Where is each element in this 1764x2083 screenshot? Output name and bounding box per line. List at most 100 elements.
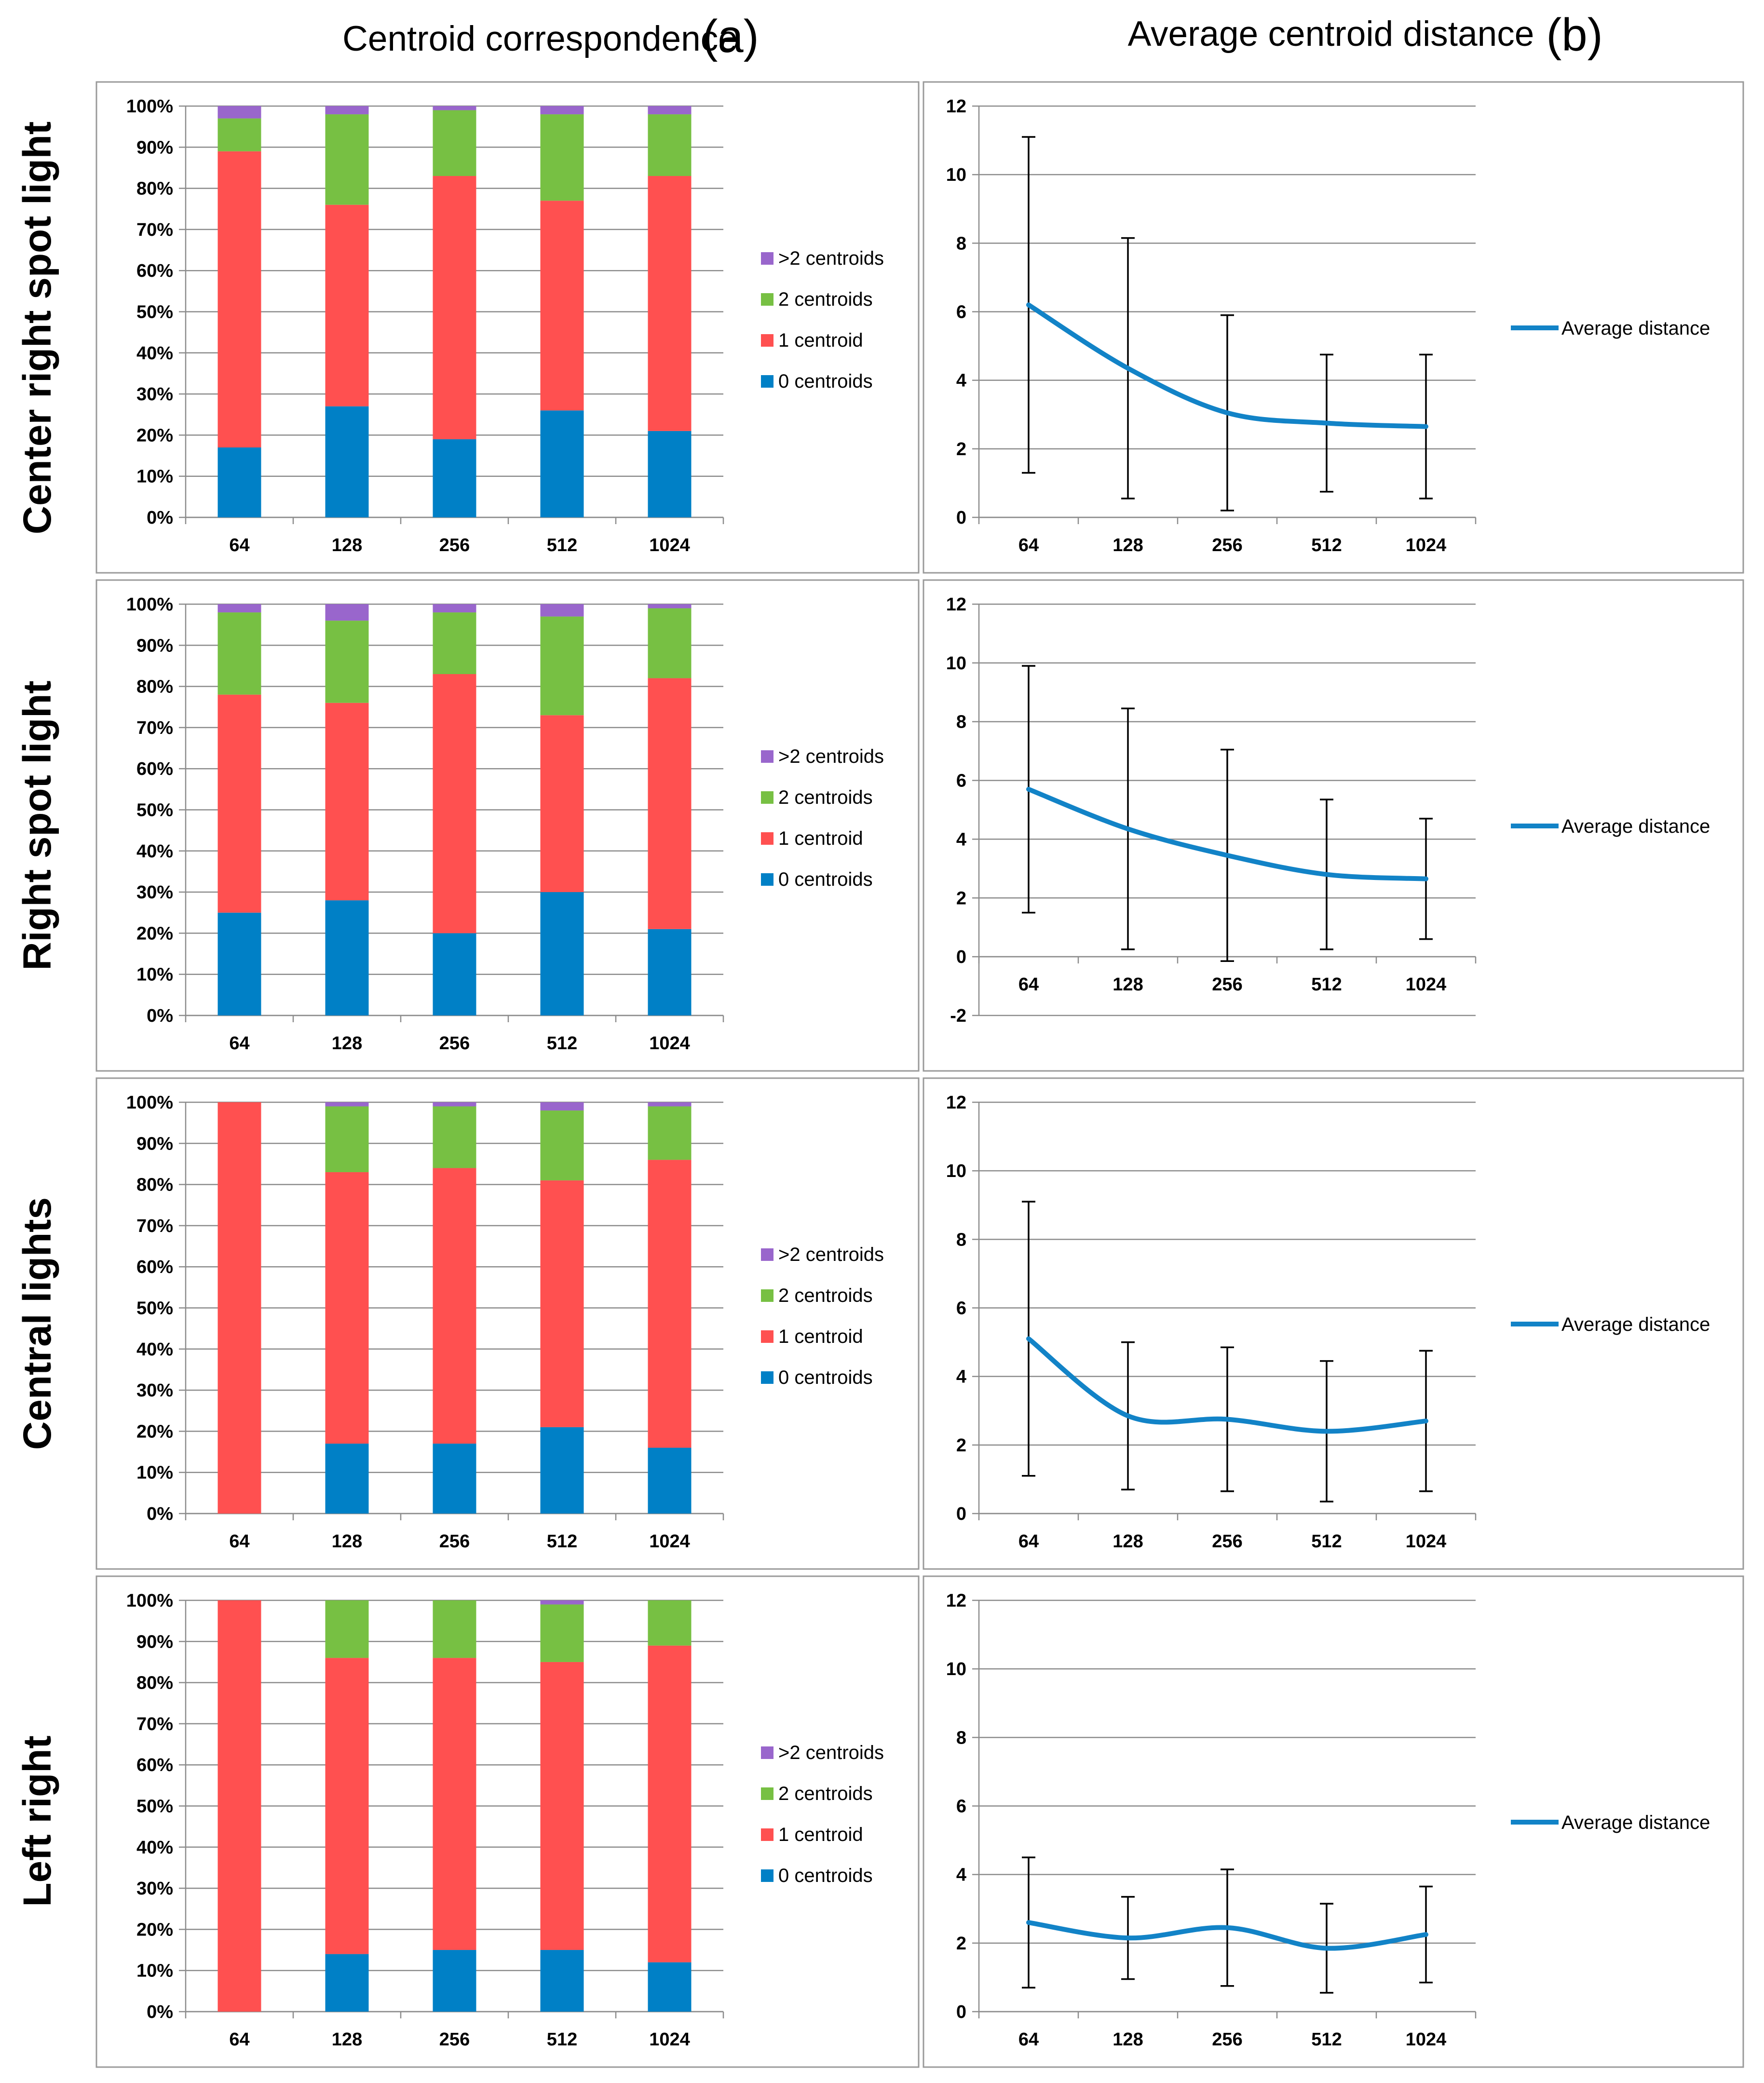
y-tick-label: 70%	[136, 718, 173, 738]
y-tick-label: 12	[946, 1591, 966, 1611]
distance-chart: 0 2 4 6 8 10 12 64 128 256 512 1024 Average distance	[923, 81, 1744, 574]
legend-label: 1 centroid	[778, 828, 863, 849]
y-tick-label: 8	[956, 1230, 966, 1250]
bar-segment	[325, 900, 369, 1015]
x-tick-label: 256	[1212, 2029, 1242, 2050]
legend-label: 1 centroid	[778, 1824, 863, 1845]
bar-segment	[433, 176, 476, 439]
bar-segment	[433, 604, 476, 613]
y-tick-label: 80%	[136, 677, 173, 697]
legend-swatch	[761, 293, 773, 306]
y-tick-label: 0	[956, 1504, 966, 1524]
bar-segment	[540, 1950, 584, 2012]
y-tick-label: 50%	[136, 1797, 173, 1817]
y-tick-label: 8	[956, 1728, 966, 1748]
bar-segment	[540, 114, 584, 201]
y-tick-label: 4	[956, 1367, 966, 1387]
y-tick-label: 8	[956, 233, 966, 254]
bar-segment	[433, 1600, 476, 1658]
x-tick-label: 128	[332, 1033, 362, 1054]
legend-label: Average distance	[1561, 1812, 1710, 1833]
y-tick-label: 10%	[136, 1463, 173, 1483]
y-tick-label: 40%	[136, 841, 173, 862]
correspondence-chart: 0% 10% 20% 30% 40% 50% 60% 70% 80% 90% 100% 64 128 25…	[95, 579, 920, 1072]
row-label: Central lights	[15, 1197, 59, 1450]
y-tick-label: 50%	[136, 302, 173, 323]
bar-segment	[648, 176, 692, 431]
legend-swatch	[761, 873, 773, 886]
legend-swatch	[761, 1371, 773, 1384]
bar-segment	[325, 1172, 369, 1444]
x-tick-label: 128	[332, 1531, 362, 1552]
legend-swatch	[761, 1289, 773, 1302]
y-tick-label: 20%	[136, 923, 173, 944]
y-tick-label: 80%	[136, 1673, 173, 1693]
y-tick-label: 0	[956, 947, 966, 967]
x-tick-label: 128	[1113, 974, 1143, 995]
y-tick-label: 90%	[136, 137, 173, 158]
legend-swatch	[761, 750, 773, 763]
bar-segment	[433, 1658, 476, 1950]
bar-segment	[540, 1604, 584, 1662]
y-tick-label: 70%	[136, 1216, 173, 1236]
bar-segment	[433, 1102, 476, 1107]
bar-segment	[325, 1658, 369, 1954]
y-tick-label: 60%	[136, 759, 173, 779]
row-labels: Center right spot light Right spot light…	[15, 122, 59, 1907]
y-tick-label: 4	[956, 371, 966, 391]
average-distance-line	[1026, 302, 1428, 429]
average-distance-line	[1026, 1920, 1428, 1951]
average-distance-line	[1026, 786, 1428, 881]
legend-swatch	[761, 1828, 773, 1841]
bar-segment	[433, 106, 476, 110]
legend-label: >2 centroids	[778, 248, 884, 269]
legend-label: 2 centroids	[778, 1285, 873, 1306]
column-a-title: Centroid correspondence	[342, 19, 738, 58]
y-tick-label: 12	[946, 1093, 966, 1113]
bar-segment	[217, 912, 261, 1015]
legend-label: 2 centroids	[778, 1783, 873, 1804]
x-tick-label: 1024	[649, 1033, 690, 1054]
y-tick-label: 40%	[136, 1838, 173, 1858]
legend-swatch	[761, 832, 773, 845]
x-tick-label: 64	[229, 1531, 249, 1552]
x-tick-label: 512	[547, 535, 577, 555]
x-tick-label: 64	[1018, 535, 1039, 555]
chart-frame	[923, 579, 1744, 1072]
legend-swatch	[761, 1248, 773, 1261]
y-tick-label: 10	[946, 1659, 966, 1679]
bar-segment	[648, 678, 692, 929]
x-tick-label: 1024	[1406, 2029, 1447, 2050]
legend-label: 1 centroid	[778, 330, 863, 351]
x-tick-label: 256	[439, 1531, 470, 1552]
bar-segment	[325, 703, 369, 901]
y-tick-label: 100%	[126, 1591, 173, 1611]
x-tick-label: 64	[229, 535, 249, 555]
bar-segment	[325, 604, 369, 621]
y-tick-label: 80%	[136, 1175, 173, 1195]
bar-segment	[325, 1443, 369, 1514]
bar-segment	[540, 1102, 584, 1111]
bar-segment	[433, 1106, 476, 1168]
y-tick-label: 90%	[136, 1632, 173, 1652]
legend-label: 2 centroids	[778, 787, 873, 808]
y-tick-label: 50%	[136, 1298, 173, 1319]
legend-label: >2 centroids	[778, 1244, 884, 1265]
x-tick-label: 64	[1018, 974, 1039, 995]
y-tick-label: 70%	[136, 220, 173, 240]
legend-label: 2 centroids	[778, 289, 873, 310]
x-tick-label: 256	[1212, 1531, 1242, 1552]
x-tick-label: 256	[1212, 974, 1242, 995]
y-tick-label: 20%	[136, 1920, 173, 1940]
y-tick-label: 100%	[126, 595, 173, 615]
y-tick-label: 2	[956, 1934, 966, 1954]
x-tick-label: 64	[1018, 1531, 1039, 1552]
average-distance-line	[1026, 1336, 1428, 1434]
y-tick-label: 2	[956, 1435, 966, 1456]
bar-segment	[217, 106, 261, 119]
y-tick-label: 6	[956, 1797, 966, 1817]
row-label: Right spot light	[15, 680, 59, 970]
x-tick-label: 256	[1212, 535, 1242, 555]
x-tick-label: 256	[439, 2029, 470, 2050]
